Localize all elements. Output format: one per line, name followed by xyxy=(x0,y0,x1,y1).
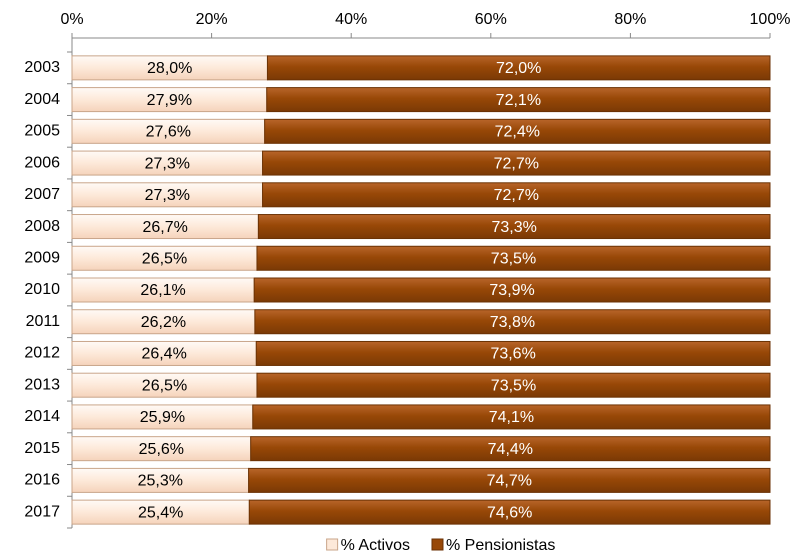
bar-segment xyxy=(248,467,771,493)
y-tick-label: 2003 xyxy=(24,59,60,76)
bar-segment xyxy=(253,277,771,303)
value-label: 74,7% xyxy=(487,473,532,490)
value-label: 26,5% xyxy=(142,250,187,267)
y-tick-label: 2012 xyxy=(24,345,60,362)
bar-segment xyxy=(71,467,250,493)
value-label: 26,4% xyxy=(141,346,186,363)
x-tick-label: 100% xyxy=(750,11,791,28)
value-label: 27,9% xyxy=(147,92,192,109)
value-label: 25,4% xyxy=(138,504,183,521)
value-label: 25,9% xyxy=(140,409,185,426)
value-label: 73,5% xyxy=(491,377,536,394)
value-label: 73,9% xyxy=(489,282,534,299)
y-tick-label: 2007 xyxy=(24,186,60,203)
value-label: 25,6% xyxy=(139,441,184,458)
bar-segment xyxy=(250,436,771,462)
bar-segment xyxy=(255,340,771,366)
y-tick-label: 2015 xyxy=(24,440,60,457)
bar-segment xyxy=(71,277,255,303)
value-label: 27,6% xyxy=(146,124,191,141)
y-tick-label: 2011 xyxy=(26,313,61,330)
value-label: 73,6% xyxy=(490,346,535,363)
bar-segment xyxy=(256,372,771,398)
value-label: 72,7% xyxy=(494,187,539,204)
value-label: 72,1% xyxy=(496,92,541,109)
bar-segment xyxy=(71,150,264,176)
value-label: 27,3% xyxy=(145,155,190,172)
value-label: 26,2% xyxy=(141,314,186,331)
x-tick-label: 0% xyxy=(60,11,83,28)
bar-segment xyxy=(266,55,771,81)
value-label: 74,4% xyxy=(488,441,533,458)
y-tick-label: 2014 xyxy=(24,408,60,425)
legend-swatch xyxy=(431,538,444,551)
bar-segment xyxy=(71,372,258,398)
bar-segment xyxy=(71,214,259,240)
value-label: 73,3% xyxy=(491,219,536,236)
y-tick-label: 2017 xyxy=(24,503,60,520)
value-label: 72,7% xyxy=(494,155,539,172)
bar-segment xyxy=(71,309,256,335)
bar-segment xyxy=(71,499,250,525)
bar-segment xyxy=(252,404,771,430)
value-label: 74,1% xyxy=(489,409,534,426)
value-label: 72,4% xyxy=(495,124,540,141)
y-tick-label: 2004 xyxy=(24,91,60,108)
bar-segment xyxy=(71,182,264,208)
y-tick-label: 2009 xyxy=(24,249,60,266)
y-tick-label: 2006 xyxy=(24,154,60,171)
bar-segment xyxy=(266,87,771,113)
value-label: 26,1% xyxy=(140,282,185,299)
value-label: 27,3% xyxy=(145,187,190,204)
legend-label: % Pensionistas xyxy=(446,537,555,554)
value-label: 25,3% xyxy=(138,473,183,490)
y-tick-label: 2013 xyxy=(24,376,60,393)
bar-segment xyxy=(248,499,771,525)
bar-segment xyxy=(71,87,268,113)
value-label: 26,7% xyxy=(142,219,187,236)
y-tick-label: 2005 xyxy=(24,123,60,140)
value-label: 74,6% xyxy=(487,504,532,521)
value-label: 28,0% xyxy=(147,60,192,77)
bar-segment xyxy=(71,340,257,366)
x-tick-label: 60% xyxy=(475,11,507,28)
bar-segment xyxy=(264,118,771,144)
y-tick-label: 2010 xyxy=(24,281,60,298)
y-tick-label: 2016 xyxy=(24,472,60,489)
bar-segment xyxy=(257,214,771,240)
bar-segment xyxy=(71,404,254,430)
bar-segment xyxy=(262,182,771,208)
value-label: 73,5% xyxy=(491,250,536,267)
bar-segment xyxy=(71,55,268,81)
x-tick-label: 40% xyxy=(335,11,367,28)
bar-segment xyxy=(71,245,258,271)
y-tick-label: 2008 xyxy=(24,218,60,235)
bar-segment xyxy=(256,245,771,271)
value-label: 73,8% xyxy=(490,314,535,331)
bar-segment xyxy=(262,150,771,176)
x-tick-label: 20% xyxy=(196,11,228,28)
value-label: 72,0% xyxy=(496,60,541,77)
legend-swatch xyxy=(326,538,339,551)
x-tick-label: 80% xyxy=(614,11,646,28)
legend-label: % Activos xyxy=(341,537,410,554)
value-label: 26,5% xyxy=(142,377,187,394)
bar-segment xyxy=(254,309,771,335)
